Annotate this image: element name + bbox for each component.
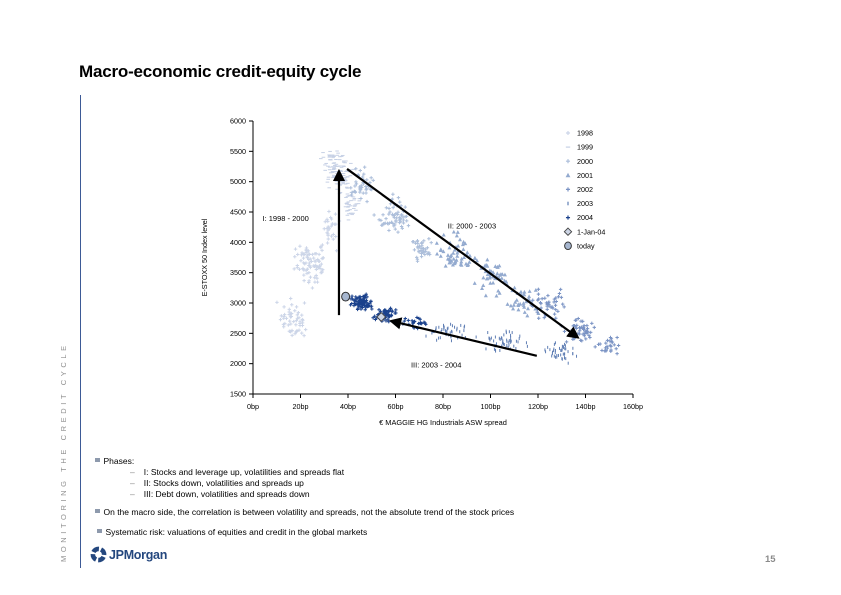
svg-text:2000: 2000 xyxy=(577,157,593,166)
jpmorgan-logo: JPMorgan xyxy=(90,546,167,563)
chart-legend: 1998 1999 2000 2001 2002 2003 2004 1-Jan-04 toda… xyxy=(563,129,605,250)
phase-item-text: II: Stocks down, volatilities and spread… xyxy=(143,478,304,488)
y-axis-tick-labels: 6000 5500 5000 4500 4000 3500 3000 2500 2000 1500 xyxy=(230,117,246,399)
svg-text:2500: 2500 xyxy=(230,329,246,338)
series-2003 xyxy=(425,322,578,365)
svg-text:60bp: 60bp xyxy=(388,402,404,411)
macro-bullet-text: On the macro side, the correlation is be… xyxy=(103,507,515,517)
svg-text:III: 2003 - 2004: III: 2003 - 2004 xyxy=(411,360,461,369)
phase-arrows xyxy=(332,168,580,357)
svg-text:40bp: 40bp xyxy=(340,402,356,411)
jpmorgan-logo-text: JPMorgan xyxy=(109,547,168,562)
dash-bullet-icon: – xyxy=(130,467,135,477)
svg-text:3500: 3500 xyxy=(230,268,246,277)
divider-line xyxy=(80,95,81,568)
square-bullet-icon xyxy=(95,508,100,513)
phase-3-arrow xyxy=(388,317,538,357)
svg-text:2000: 2000 xyxy=(230,359,246,368)
svg-text:2003: 2003 xyxy=(577,199,593,208)
svg-text:1500: 1500 xyxy=(230,390,246,399)
svg-text:1-Jan-04: 1-Jan-04 xyxy=(577,227,605,236)
svg-text:80bp: 80bp xyxy=(435,402,451,411)
svg-text:3000: 3000 xyxy=(230,299,246,308)
phase-item-2: – II: Stocks down, volatilities and sprea… xyxy=(130,478,304,488)
phase-item-1: – I: Stocks and leverage up, volatilities… xyxy=(130,467,344,477)
square-bullet-icon xyxy=(95,457,100,462)
svg-text:1999: 1999 xyxy=(577,143,593,152)
dash-bullet-icon: – xyxy=(130,489,135,499)
phase-item-text: I: Stocks and leverage up, volatilities … xyxy=(143,467,345,477)
square-bullet-icon xyxy=(97,528,102,533)
systematic-bullet: Systematic risk: valuations of equities … xyxy=(97,527,367,537)
phases-label: Phases: xyxy=(103,456,135,466)
svg-text:today: today xyxy=(577,241,595,250)
svg-text:140bp: 140bp xyxy=(576,402,596,411)
phase-item-text: III: Debt down, volatilities and spreads… xyxy=(143,489,310,499)
svg-text:2004: 2004 xyxy=(577,213,593,222)
svg-text:4000: 4000 xyxy=(230,238,246,247)
svg-text:20bp: 20bp xyxy=(293,402,309,411)
x-axis-title: € MAGGIE HG Industrials ASW spread xyxy=(379,418,507,427)
series-2000 xyxy=(349,165,433,263)
phases-heading: Phases: xyxy=(95,456,134,466)
svg-text:160bp: 160bp xyxy=(623,402,643,411)
svg-text:5500: 5500 xyxy=(230,147,246,156)
svg-text:0bp: 0bp xyxy=(247,402,259,411)
page-title: Macro-economic credit-equity cycle xyxy=(79,62,362,81)
y-axis-title: E-STOXX 50 Index level xyxy=(200,218,209,296)
svg-text:6000: 6000 xyxy=(230,117,246,126)
page-number: 15 xyxy=(765,554,776,565)
marker-today xyxy=(341,291,351,302)
x-axis-tick-labels: 0bp 20bp 40bp 60bp 80bp 100bp 120bp 140bp 160bp xyxy=(247,402,643,411)
svg-text:1998: 1998 xyxy=(577,129,593,138)
axes xyxy=(249,120,634,398)
svg-text:4500: 4500 xyxy=(230,208,246,217)
dash-bullet-icon: – xyxy=(130,478,135,488)
series-2004 xyxy=(348,292,428,331)
phase-annotations: I: 1998 - 2000 II: 2000 - 2003 III: 2003 -… xyxy=(263,214,497,369)
series-2002 xyxy=(529,287,621,356)
marker-1-Jan-04 xyxy=(376,312,387,322)
jpmorgan-globe-icon xyxy=(90,546,107,563)
series-1998 xyxy=(275,209,342,338)
systematic-bullet-text: Systematic risk: valuations of equities … xyxy=(105,527,368,537)
macro-bullet: On the macro side, the correlation is be… xyxy=(95,507,514,517)
phase-2-arrow xyxy=(346,168,580,339)
svg-text:120bp: 120bp xyxy=(528,402,548,411)
svg-text:2001: 2001 xyxy=(577,171,593,180)
series-2001 xyxy=(434,229,541,318)
svg-text:100bp: 100bp xyxy=(481,402,501,411)
svg-text:2002: 2002 xyxy=(577,185,593,194)
phase-item-3: – III: Debt down, volatilities and spread… xyxy=(130,489,310,499)
svg-text:5000: 5000 xyxy=(230,177,246,186)
svg-text:II: 2000 - 2003: II: 2000 - 2003 xyxy=(448,221,496,230)
svg-text:I: 1998 - 2000: I: 1998 - 2000 xyxy=(263,214,309,223)
